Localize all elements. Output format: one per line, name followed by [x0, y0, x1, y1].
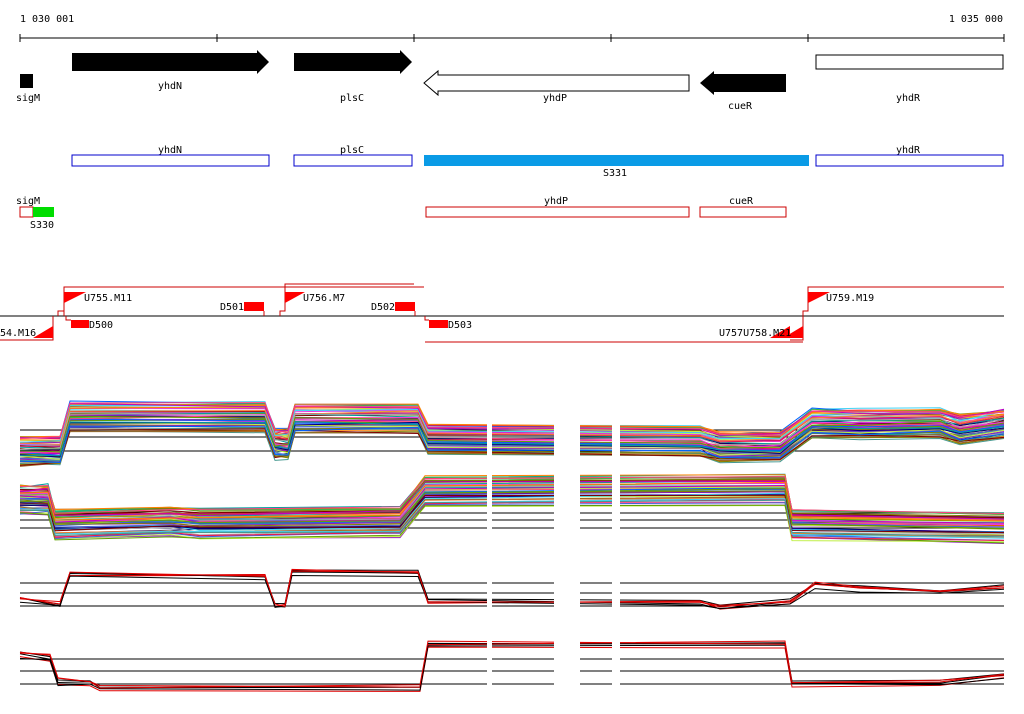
downshift-marker-d501[interactable]: [244, 302, 264, 311]
gene-cuer[interactable]: [700, 71, 786, 95]
profile-lines: [19, 640, 1005, 692]
profile-lines: [19, 568, 1005, 610]
profile-line: [19, 488, 1005, 529]
profile-line: [19, 640, 1005, 689]
gene-yhdr[interactable]: [815, 54, 1004, 70]
gene-sigm[interactable]: [20, 74, 33, 88]
profile-line: [19, 499, 1005, 538]
gene-yhdp[interactable]: [423, 69, 690, 97]
transcript-label-plsc: plsC: [340, 145, 364, 156]
transcript-label-yhdn: yhdN: [158, 145, 182, 156]
profile-line: [19, 481, 1005, 522]
position-ruler: 1 030 001 1 035 000: [19, 14, 1005, 42]
upshift-span-m16: [0, 316, 54, 341]
profile-line: [19, 403, 1005, 438]
expression-panel-2: [19, 473, 1005, 544]
profile-lines: [19, 400, 1005, 467]
segment-s330[interactable]: [33, 207, 54, 217]
profile-line: [19, 402, 1005, 439]
profile-line: [19, 411, 1005, 450]
feature-label-yhdp: yhdP: [544, 196, 568, 207]
expression-panel-1: [19, 400, 1005, 467]
profile-line: [19, 644, 1005, 691]
ruler-start-label: 1 030 001: [20, 14, 74, 25]
feature-track: sigM S330 yhdP cueR: [16, 196, 787, 231]
profile-line: [19, 476, 1005, 514]
segment-label-s330: S330: [30, 220, 54, 231]
segment-label-s331: S331: [603, 168, 627, 179]
regulation-track: U755.M11 U756.M7 U759.M19 D501 D502 54.M…: [0, 283, 1004, 343]
expression-panel-4: [19, 640, 1005, 692]
gene-label-yhdn: yhdN: [158, 81, 182, 92]
downshift-tick: [424, 316, 429, 321]
transcript-yhdn[interactable]: [71, 154, 270, 167]
profile-line: [19, 430, 1005, 466]
profile-line: [19, 424, 1005, 462]
upshift-marker-u756[interactable]: [285, 292, 305, 303]
feature-sigm[interactable]: [19, 206, 34, 218]
expression-panel-3: [19, 568, 1005, 610]
upshift-marker-u755[interactable]: [64, 292, 86, 303]
gene-label-plsc: plsC: [340, 93, 364, 104]
gene-plsc[interactable]: [294, 50, 412, 74]
profile-line: [19, 402, 1005, 440]
gene-label-sigm: sigM: [16, 93, 40, 104]
profile-line: [19, 425, 1005, 464]
downshift-tick: [65, 316, 71, 321]
profile-line: [19, 421, 1005, 460]
feature-cuer[interactable]: [699, 206, 787, 218]
transcript-label-yhdr: yhdR: [896, 145, 921, 156]
gene-yhdn[interactable]: [72, 50, 269, 74]
upshift-marker-u757[interactable]: [770, 326, 790, 338]
profile-lines: [19, 473, 1005, 544]
profile-line: [19, 410, 1005, 445]
upshift-label-m16: 54.M16: [0, 328, 36, 339]
upshift-marker-u758[interactable]: [783, 326, 803, 338]
downshift-label-d500: D500: [89, 320, 113, 331]
transcript-track: yhdN plsC S331 yhdR: [71, 145, 1004, 179]
profile-line: [19, 642, 1005, 689]
feature-label-cuer: cueR: [729, 196, 754, 207]
downshift-label-d503: D503: [448, 320, 472, 331]
profile-line: [19, 494, 1005, 534]
downshift-label-d502: D502: [371, 302, 395, 313]
feature-label-sigm: sigM: [16, 196, 40, 207]
profile-line: [19, 574, 1005, 610]
gene-label-yhdp: yhdP: [543, 93, 567, 104]
upshift-label-u759: U759.M19: [826, 293, 874, 304]
profile-line: [19, 421, 1005, 457]
gene-label-yhdr: yhdR: [896, 93, 921, 104]
profile-line: [19, 415, 1005, 453]
segment-s331[interactable]: [424, 155, 809, 166]
upshift-span-u757: [790, 316, 804, 341]
downshift-marker-d500[interactable]: [71, 320, 89, 328]
ruler-end-label: 1 035 000: [949, 14, 1003, 25]
profile-line: [19, 570, 1005, 610]
upshift-label-u755: U755.M11: [84, 293, 132, 304]
downshift-marker-d502[interactable]: [395, 302, 415, 311]
upshift-span-u756: [279, 283, 414, 316]
profile-line: [19, 570, 1005, 608]
downshift-marker-d503[interactable]: [429, 320, 448, 328]
transcript-plsc[interactable]: [293, 154, 413, 167]
profile-line: [19, 646, 1005, 692]
downshift-label-d501: D501: [220, 302, 244, 313]
feature-yhdp[interactable]: [425, 206, 690, 218]
gene-track: sigM yhdN plsC yhdP cueR yhdR: [16, 50, 1004, 112]
upshift-label-u756: U756.M7: [303, 293, 345, 304]
upshift-marker-m16[interactable]: [33, 326, 53, 338]
data-gaps: [487, 395, 620, 705]
upshift-span-u759: [802, 286, 1004, 316]
upshift-marker-u759[interactable]: [808, 292, 830, 303]
upshift-label-overlap: U757U758.M21: [719, 328, 791, 339]
gene-label-cuer: cueR: [728, 101, 753, 112]
profile-line: [19, 431, 1005, 467]
transcript-yhdr[interactable]: [815, 154, 1004, 167]
